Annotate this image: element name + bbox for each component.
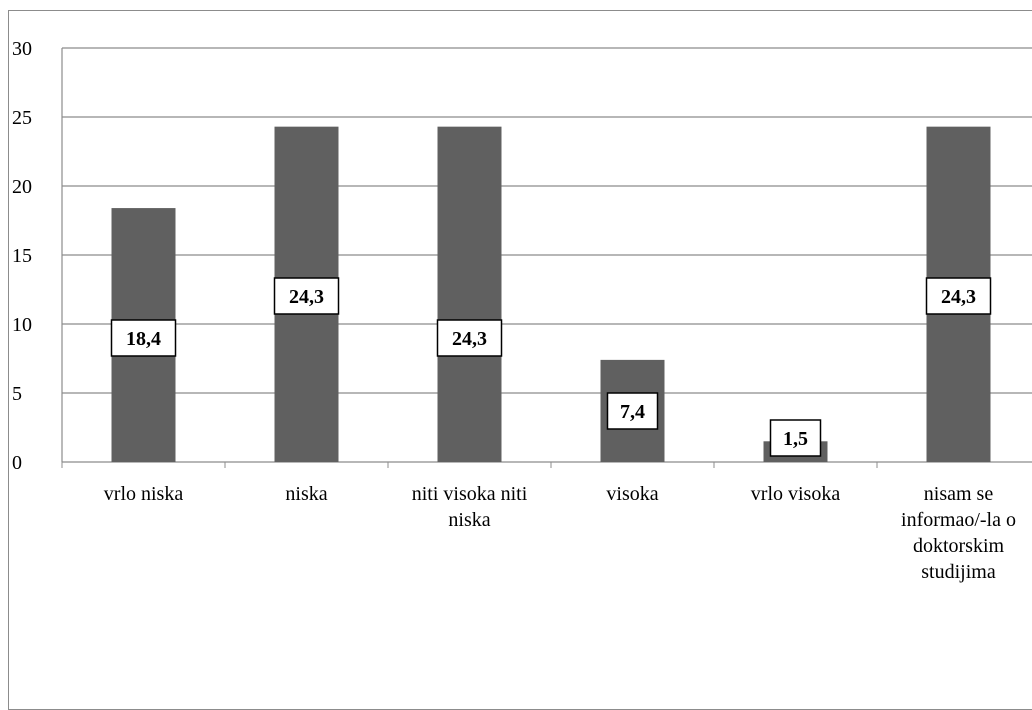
data-label-box [769, 419, 822, 457]
x-category-label: doktorskim [913, 535, 1005, 557]
bar [437, 126, 502, 462]
x-category-label: visoka [606, 483, 658, 505]
chart-frame [8, 10, 1032, 710]
x-category-label: studijima [921, 561, 996, 583]
x-category-label: nisam se [924, 483, 994, 505]
data-label: 24,3 [289, 286, 324, 308]
data-label: 1,5 [783, 428, 808, 450]
data-label: 18,4 [126, 328, 161, 350]
data-label-box [925, 277, 992, 315]
x-category-label: niti visoka niti [412, 483, 528, 505]
data-label-box [273, 277, 340, 315]
bar-chart: 0 5 10 15 20 25 30 18,4 vrlo niska 24,3 niska 24,3 n… [12, 38, 1032, 583]
data-label-box [436, 319, 503, 357]
y-tick-label: 30 [12, 38, 32, 60]
y-tick-label: 0 [12, 452, 22, 474]
y-tick-label: 25 [12, 107, 32, 129]
y-tick-label: 5 [12, 383, 22, 405]
y-tick-label: 20 [12, 176, 32, 198]
x-category-label: vrlo visoka [751, 483, 841, 505]
data-label: 24,3 [941, 286, 976, 308]
data-label-box [606, 392, 659, 430]
data-label: 24,3 [452, 328, 487, 350]
data-label-box [110, 319, 177, 357]
x-category-label: niska [448, 509, 490, 531]
data-label: 7,4 [620, 401, 645, 423]
y-tick-label: 10 [12, 314, 32, 336]
x-category-label: niska [285, 483, 327, 505]
x-category-label: informao/-la o [901, 509, 1016, 531]
y-tick-label: 15 [12, 245, 32, 267]
x-category-label: vrlo niska [104, 483, 184, 505]
